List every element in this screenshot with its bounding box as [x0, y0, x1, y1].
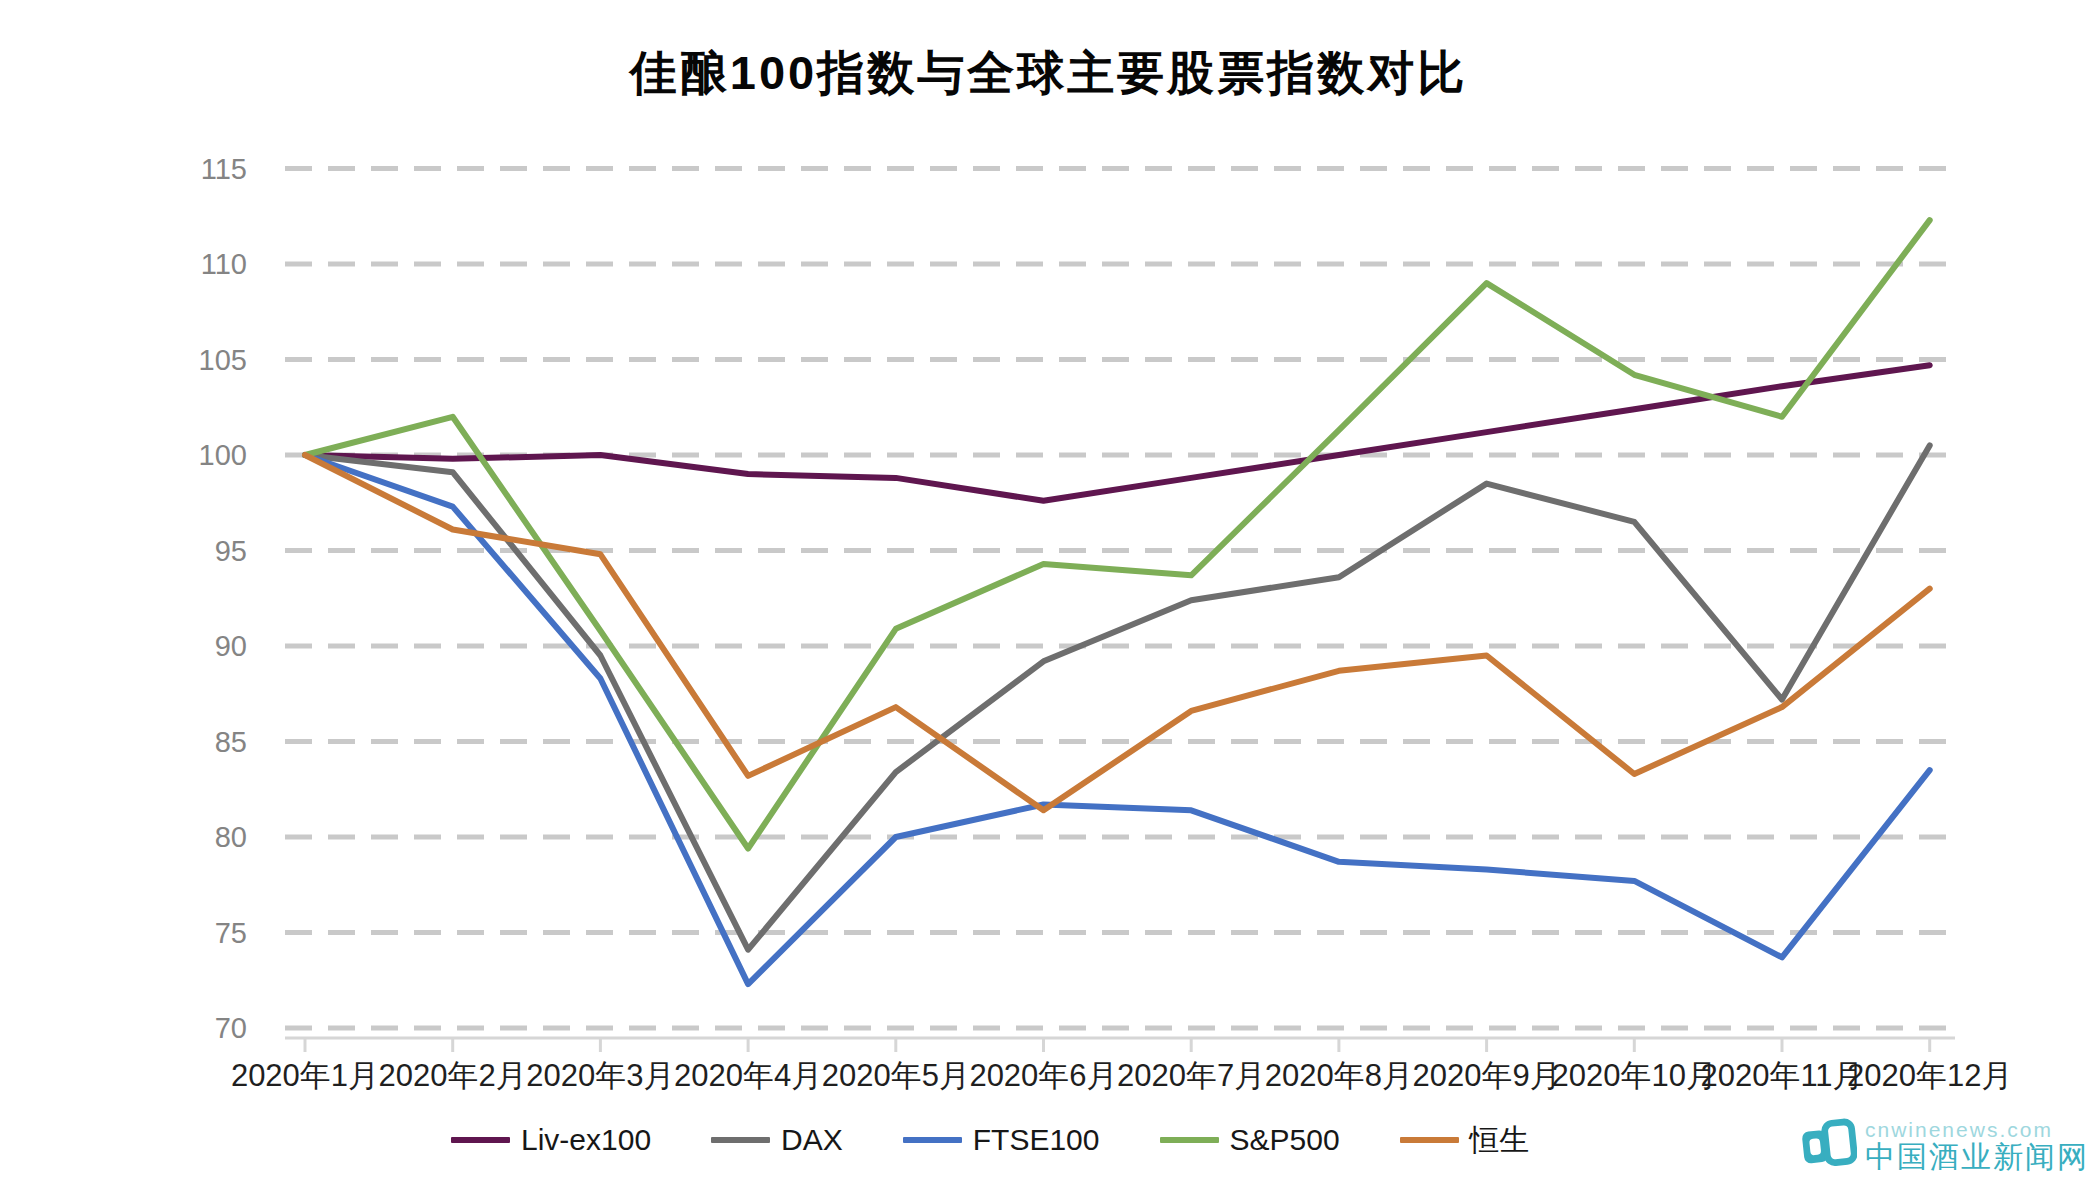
watermark: cnwinenews.com 中国酒业新闻网	[1799, 1117, 2089, 1175]
legend-label: 恒生	[1470, 1120, 1530, 1161]
x-tick-label: 2020年10月	[1552, 1058, 1717, 1093]
site-logo-icon	[1799, 1117, 1857, 1175]
series-line-S&P500	[305, 220, 1930, 848]
x-tick-label: 2020年1月	[231, 1058, 379, 1093]
x-tick-label: 2020年7月	[1117, 1058, 1265, 1093]
legend-label: S&P500	[1230, 1123, 1340, 1157]
legend-swatch-icon	[451, 1137, 510, 1143]
x-tick-label: 2020年8月	[1265, 1058, 1413, 1093]
legend-item-FTSE100: FTSE100	[903, 1118, 1100, 1162]
legend-swatch-icon	[903, 1137, 962, 1143]
chart-page: 佳酿100指数与全球主要股票指数对比 707580859095100105110…	[0, 0, 2097, 1180]
legend: Liv-ex100 DAX FTSE100 S&P500 恒生	[451, 1118, 1530, 1162]
legend-label: DAX	[781, 1123, 843, 1157]
legend-item-S&P500: S&P500	[1160, 1118, 1340, 1162]
x-tick-label: 2020年3月	[526, 1058, 674, 1093]
y-tick-label: 100	[199, 439, 247, 471]
y-tick-label: 80	[215, 821, 247, 853]
watermark-url: cnwinenews.com	[1865, 1119, 2089, 1141]
y-tick-label: 110	[201, 248, 247, 280]
legend-item-Liv-ex100: Liv-ex100	[451, 1118, 651, 1162]
y-tick-label: 75	[215, 917, 247, 949]
legend-label: FTSE100	[973, 1123, 1100, 1157]
legend-swatch-icon	[711, 1137, 770, 1143]
series-line-DAX	[305, 445, 1930, 949]
legend-label: Liv-ex100	[521, 1123, 651, 1157]
legend-swatch-icon	[1160, 1137, 1219, 1143]
y-tick-label: 90	[215, 630, 247, 662]
x-tick-label: 2020年12月	[1847, 1058, 2012, 1093]
x-tick-label: 2020年4月	[674, 1058, 822, 1093]
x-tick-label: 2020年5月	[822, 1058, 970, 1093]
y-tick-label: 85	[215, 726, 247, 758]
x-tick-label: 2020年6月	[969, 1058, 1117, 1093]
y-tick-label: 105	[199, 344, 247, 376]
legend-item-恒生: 恒生	[1400, 1118, 1530, 1162]
y-tick-label: 115	[201, 153, 247, 185]
y-tick-label: 95	[215, 535, 247, 567]
series-line-FTSE100	[305, 455, 1930, 984]
chart-canvas: 7075808590951001051101152020年1月2020年2月20…	[0, 0, 2097, 1180]
legend-swatch-icon	[1400, 1137, 1459, 1143]
x-tick-label: 2020年11月	[1700, 1058, 1863, 1093]
x-tick-label: 2020年2月	[379, 1058, 527, 1093]
watermark-site-name: 中国酒业新闻网	[1865, 1141, 2089, 1173]
x-tick-label: 2020年9月	[1412, 1058, 1560, 1093]
legend-item-DAX: DAX	[711, 1118, 843, 1162]
series-line-Liv-ex100	[305, 365, 1930, 501]
y-tick-label: 70	[215, 1012, 247, 1044]
